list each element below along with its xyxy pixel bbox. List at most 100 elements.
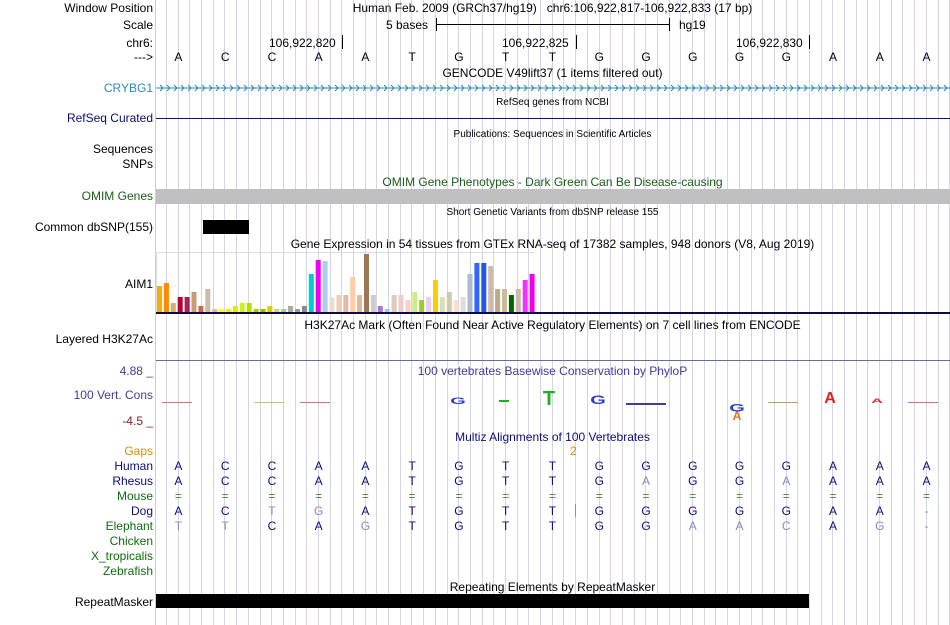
gtex-tissue-bar[interactable] (377, 306, 383, 312)
gtex-tissue-bar[interactable] (212, 309, 218, 312)
phylop-max-label: 4.88 _ (119, 364, 153, 378)
multiz-species-label[interactable]: Chicken (109, 534, 153, 548)
phylop-track-label[interactable]: 100 Vert. Cons (73, 388, 153, 402)
strand-chevron (523, 84, 528, 92)
gtex-tissue-bar[interactable] (267, 306, 273, 312)
gtex-tissue-bar[interactable] (446, 292, 452, 312)
reference-base: C (220, 50, 230, 64)
repeatmasker-element[interactable] (156, 594, 809, 608)
multiz-base: C (267, 519, 277, 533)
gtex-tissue-bar[interactable] (467, 274, 473, 312)
multiz-species-label[interactable]: Elephant (105, 519, 153, 533)
refseq-gene-line[interactable] (156, 118, 950, 119)
strand-chevron (614, 84, 619, 92)
gtex-tissue-bar[interactable] (184, 297, 190, 312)
gtex-tissue-bar[interactable] (515, 289, 521, 312)
gtex-tissue-bar[interactable] (488, 266, 494, 312)
gencode-gene-feature[interactable] (156, 80, 950, 96)
gtex-tissue-bar[interactable] (439, 297, 445, 312)
gencode-track-label[interactable]: CRYBG1 (103, 81, 153, 95)
multiz-base: - (924, 519, 929, 533)
gtex-tissue-bar[interactable] (205, 289, 211, 312)
gtex-tissue-bar[interactable] (460, 297, 466, 312)
gtex-tissue-bar[interactable] (343, 295, 349, 312)
gtex-tissue-bar[interactable] (170, 303, 176, 312)
gtex-tissue-bar[interactable] (453, 300, 459, 312)
phylop-conservation-logo[interactable]: G T G G A A A (156, 384, 950, 424)
gtex-tissue-bar[interactable] (419, 300, 425, 312)
gtex-tissue-bar[interactable] (502, 289, 507, 312)
gtex-tissue-bar[interactable] (495, 289, 501, 312)
omim-feature-bar[interactable] (156, 189, 950, 204)
gtex-tissue-bar[interactable] (350, 277, 356, 312)
multiz-base: = (689, 489, 697, 503)
multiz-species-label[interactable]: X_tropicalis (90, 549, 153, 563)
gtex-tissue-bar[interactable] (433, 280, 438, 312)
multiz-species-label[interactable]: Mouse (116, 489, 153, 503)
dbsnp-track-label[interactable]: Common dbSNP(155) (34, 220, 153, 234)
omim-track-label[interactable]: OMIM Genes (81, 189, 153, 203)
multiz-species-label[interactable]: Zebrafish (102, 564, 153, 578)
gtex-expression-chart[interactable] (156, 252, 536, 313)
multiz-base: G (875, 519, 885, 533)
gtex-tissue-bar[interactable] (219, 309, 225, 312)
gtex-tissue-bar[interactable] (391, 295, 397, 312)
dbsnp-variant[interactable] (203, 220, 249, 234)
gtex-tissue-bar[interactable] (364, 254, 369, 312)
gtex-tissue-bar[interactable] (157, 286, 162, 312)
gtex-tissue-bar[interactable] (308, 274, 314, 312)
gtex-tissue-bar[interactable] (301, 306, 307, 312)
gtex-tissue-bar[interactable] (529, 274, 535, 312)
multiz-base: G (641, 519, 651, 533)
strand-chevron (915, 84, 920, 92)
multiz-base: G (688, 504, 698, 518)
gtex-tissue-bar[interactable] (232, 306, 238, 312)
gtex-tissue-bar[interactable] (198, 306, 204, 312)
gtex-tissue-bar[interactable] (253, 309, 259, 312)
gtex-tissue-bar[interactable] (288, 306, 294, 312)
gtex-tissue-bar[interactable] (384, 309, 390, 312)
multiz-base: = (221, 489, 229, 503)
gtex-tissue-bar[interactable] (177, 297, 183, 312)
gtex-tissue-bar[interactable] (295, 309, 300, 312)
gtex-tissue-bar[interactable] (260, 309, 266, 312)
multiz-base: G (454, 474, 464, 488)
strand-chevron (292, 84, 297, 92)
gtex-tissue-bar[interactable] (336, 295, 342, 312)
publications-track-label[interactable]: Sequences (92, 142, 153, 156)
gtex-tissue-bar[interactable] (412, 292, 418, 312)
gtex-tissue-bar[interactable] (274, 309, 280, 312)
h3k27ac-track-label[interactable]: Layered H3K27Ac (55, 332, 153, 346)
gtex-tissue-bar[interactable] (370, 295, 376, 312)
strand-chevron (551, 84, 556, 92)
publications-track-label-snps[interactable]: SNPs (122, 157, 153, 171)
gtex-tissue-bar[interactable] (508, 295, 514, 312)
multiz-species-label[interactable]: Rhesus (112, 474, 153, 488)
strand-chevron (572, 84, 577, 92)
gtex-tissue-bar[interactable] (357, 295, 363, 312)
refseq-track-label[interactable]: RefSeq Curated (66, 111, 153, 125)
strand-chevron (761, 84, 766, 92)
gtex-tissue-bar[interactable] (474, 263, 480, 312)
multiz-base: = (455, 489, 463, 503)
gtex-tissue-bar[interactable] (522, 280, 528, 312)
gtex-tissue-bar[interactable] (239, 303, 245, 312)
gtex-tissue-bar[interactable] (163, 283, 169, 312)
gtex-tissue-bar[interactable] (191, 292, 197, 312)
gtex-tissue-bar[interactable] (322, 261, 328, 312)
gtex-tissue-bar[interactable] (398, 295, 404, 312)
multiz-species-label[interactable]: Dog (130, 504, 153, 518)
gtex-tissue-bar[interactable] (281, 309, 287, 312)
gtex-tissue-bar[interactable] (329, 297, 335, 312)
gtex-tissue-bar[interactable] (246, 303, 252, 312)
repeatmasker-track-label[interactable]: RepeatMasker (74, 595, 153, 609)
gtex-tissue-bar[interactable] (315, 260, 321, 312)
gtex-tissue-bar[interactable] (426, 297, 432, 312)
gtex-tissue-bar[interactable] (226, 309, 231, 312)
multiz-base: T (502, 459, 510, 473)
gtex-tissue-bar[interactable] (405, 300, 411, 312)
gtex-track-label[interactable]: AIM1 (124, 277, 153, 291)
gtex-tissue-bar[interactable] (481, 263, 487, 312)
multiz-species-label[interactable]: Human (114, 459, 153, 473)
strand-chevron (642, 84, 647, 92)
